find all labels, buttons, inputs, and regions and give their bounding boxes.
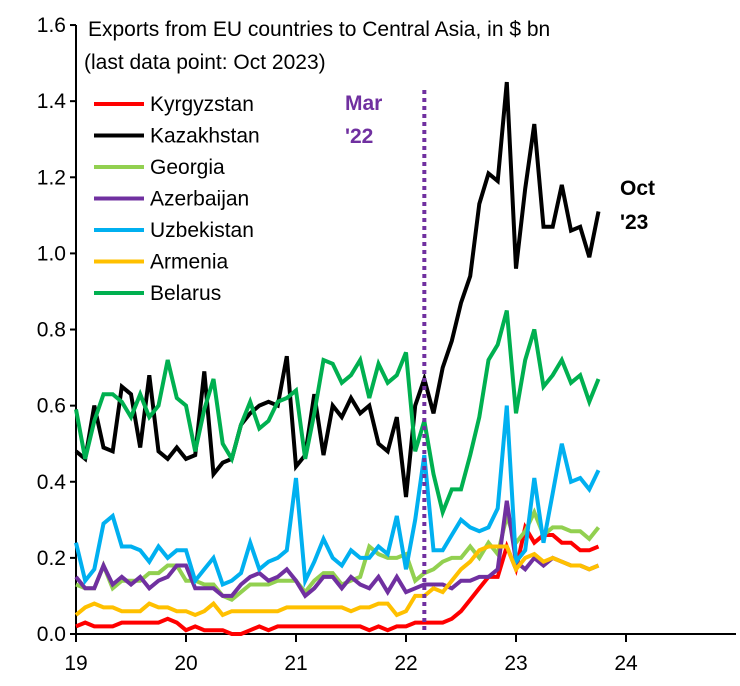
- legend-item-azerbaijan: Azerbaijan: [94, 188, 249, 211]
- legend-item-uzbekistan: Uzbekistan: [94, 219, 254, 242]
- legend-label: Kazakhstan: [150, 125, 260, 148]
- chart-subtitle: (last data point: Oct 2023): [84, 51, 326, 74]
- legend-label: Belarus: [150, 282, 221, 305]
- legend-item-armenia: Armenia: [94, 251, 229, 274]
- x-tick-label: 22: [394, 652, 417, 675]
- series-line-belarus: [74, 309, 601, 519]
- y-tick-label: 1.0: [37, 242, 66, 265]
- legend-item-kazakhstan: Kazakhstan: [94, 125, 260, 148]
- chart-title: Exports from EU countries to Central Asi…: [88, 18, 550, 41]
- oct-23-label: Oct: [620, 177, 655, 200]
- x-tick-label: 21: [284, 652, 307, 675]
- mar-22-label: '22: [345, 125, 373, 148]
- legend-item-georgia: Georgia: [94, 156, 225, 179]
- x-tick-label: 24: [614, 652, 638, 675]
- legend-label: Armenia: [150, 251, 229, 274]
- y-tick-label: 0.6: [37, 395, 66, 418]
- series-line-uzbekistan: [74, 405, 601, 589]
- legend-label: Georgia: [150, 156, 225, 179]
- oct-23-label: '23: [620, 211, 648, 234]
- y-tick-label: 1.6: [37, 14, 66, 37]
- y-tick-label: 1.2: [37, 166, 66, 189]
- y-tick-label: 1.4: [37, 90, 67, 113]
- legend-label: Kyrgyzstan: [150, 93, 254, 116]
- y-tick-label: 0.2: [37, 547, 66, 570]
- y-tick-label: 0.8: [37, 319, 66, 342]
- legend-label: Uzbekistan: [150, 219, 254, 242]
- series-line-azerbaijan: [74, 500, 600, 599]
- x-tick-label: 19: [64, 652, 87, 675]
- legend-item-kyrgyzstan: Kyrgyzstan: [94, 93, 254, 116]
- legend: Kyrgyzstan Kazakhstan Georgia Azerbaijan Uzb…: [94, 93, 260, 305]
- x-tick-label: 20: [174, 652, 197, 675]
- legend-label: Azerbaijan: [150, 188, 249, 211]
- y-tick-label: 0.4: [37, 471, 67, 494]
- series-line-kazakhstan: [74, 81, 601, 498]
- y-tick-label: 0.0: [37, 623, 66, 646]
- series-line-armenia: [74, 544, 600, 618]
- x-tick-label: 23: [504, 652, 527, 675]
- legend-item-belarus: Belarus: [94, 282, 221, 305]
- mar-22-label: Mar: [345, 92, 382, 115]
